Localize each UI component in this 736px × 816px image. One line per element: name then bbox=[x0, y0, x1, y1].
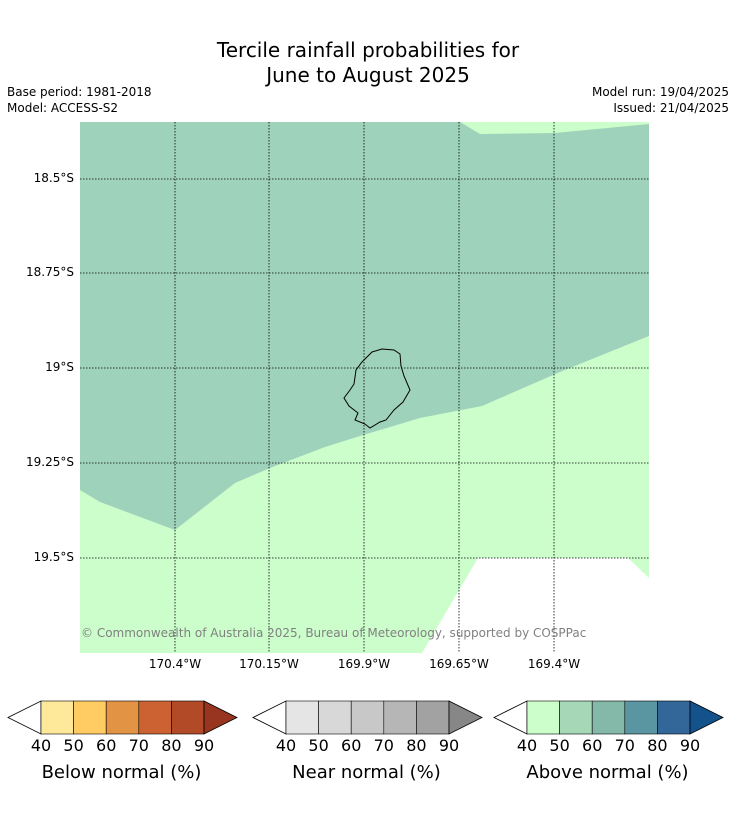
graticule bbox=[80, 122, 649, 653]
colorbar-min-arrow bbox=[7, 700, 42, 735]
latitude-label: 19.5°S bbox=[33, 550, 74, 564]
colorbar-segment bbox=[591, 700, 626, 735]
longitude-label: 170.4°W bbox=[148, 657, 202, 671]
model-run: Model run: 19/04/2025 bbox=[591, 85, 729, 99]
colorbar-tick-label: 80 bbox=[647, 736, 668, 755]
colorbar-max-arrow bbox=[448, 700, 483, 735]
colorbar-tick-label: 40 bbox=[30, 736, 52, 755]
colorbar bbox=[7, 700, 238, 735]
colorbar-label: Below normal (%) bbox=[41, 762, 202, 783]
colorbar-tick-label: 50 bbox=[63, 736, 84, 755]
colorbar-tick-label: 90 bbox=[679, 736, 701, 755]
colorbar-min-arrow bbox=[493, 700, 528, 735]
base-period: Base period: 1981-2018 bbox=[7, 85, 152, 99]
longitude-label: 170.15°W bbox=[239, 657, 299, 671]
colorbar-max-arrow bbox=[203, 700, 238, 735]
colorbar-segment bbox=[105, 700, 140, 735]
colorbar-tick-label: 40 bbox=[275, 736, 297, 755]
meta-right: Model run: 19/04/2025 Issued: 21/04/2025 bbox=[592, 84, 729, 116]
colorbar-tick-label: 80 bbox=[406, 736, 427, 755]
colorbar-tick-label: 70 bbox=[614, 736, 635, 755]
colorbar-label: Above normal (%) bbox=[526, 762, 689, 783]
latitude-label: 19.25°S bbox=[26, 455, 74, 469]
longitude-label: 169.9°W bbox=[337, 657, 391, 671]
meta-left: Base period: 1981-2018 Model: ACCESS-S2 bbox=[7, 84, 152, 116]
model-name: Model: ACCESS-S2 bbox=[7, 101, 119, 115]
longitude-label: 169.4°W bbox=[527, 657, 581, 671]
colorbar-segment bbox=[559, 700, 593, 735]
title-line-2: June to August 2025 bbox=[266, 63, 470, 87]
colorbar bbox=[252, 700, 483, 735]
colorbar-segment bbox=[350, 700, 385, 735]
title-line-1: Tercile rainfall probabilities for bbox=[216, 38, 520, 62]
colorbar-label: Near normal (%) bbox=[292, 762, 441, 783]
colorbar-tick-label: 60 bbox=[582, 736, 603, 755]
longitude-label: 169.65°W bbox=[429, 657, 489, 671]
colorbar-tick-label: 90 bbox=[193, 736, 215, 755]
colorbar-tick-label: 60 bbox=[341, 736, 362, 755]
colorbar-segment bbox=[318, 700, 352, 735]
island-outline bbox=[343, 348, 411, 429]
colorbar-segment bbox=[416, 700, 450, 735]
region-above-50-60 bbox=[80, 122, 649, 530]
colorbar-segment bbox=[383, 700, 417, 735]
colorbar-segment bbox=[138, 700, 172, 735]
colorbar-segment bbox=[657, 700, 691, 735]
colorbar-segment bbox=[73, 700, 107, 735]
colorbar-tick-label: 70 bbox=[373, 736, 394, 755]
chart-title: Tercile rainfall probabilities for June … bbox=[0, 38, 736, 88]
colorbar-tick-label: 70 bbox=[128, 736, 149, 755]
colorbar-tick-label: 60 bbox=[96, 736, 117, 755]
map-panel bbox=[80, 122, 649, 653]
colorbar-tick-label: 50 bbox=[549, 736, 570, 755]
latitude-label: 19°S bbox=[45, 360, 74, 374]
colorbar-segment bbox=[526, 700, 560, 735]
colorbar-max-arrow bbox=[689, 700, 724, 735]
latitude-label: 18.75°S bbox=[26, 265, 74, 279]
colorbar-tick-label: 90 bbox=[438, 736, 460, 755]
region-no-data bbox=[422, 558, 649, 653]
colorbar bbox=[493, 700, 724, 735]
issued-date: Issued: 21/04/2025 bbox=[613, 101, 729, 115]
copyright-notice: © Commonwealth of Australia 2025, Bureau… bbox=[81, 626, 587, 640]
colorbar-segment bbox=[171, 700, 205, 735]
colorbar-tick-label: 50 bbox=[308, 736, 329, 755]
colorbar-segment bbox=[285, 700, 319, 735]
colorbar-min-arrow bbox=[252, 700, 287, 735]
colorbar-tick-label: 40 bbox=[516, 736, 538, 755]
latitude-label: 18.5°S bbox=[33, 171, 74, 185]
colorbar-tick-label: 80 bbox=[161, 736, 182, 755]
colorbar-segment bbox=[40, 700, 74, 735]
colorbar-segment bbox=[624, 700, 658, 735]
